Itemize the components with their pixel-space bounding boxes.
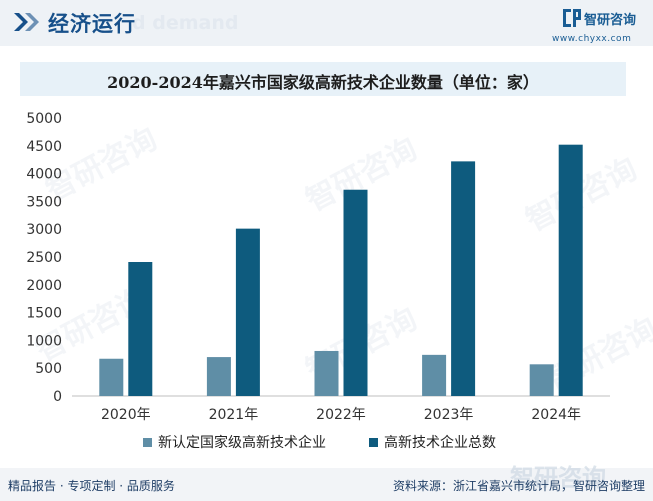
header-bar: d demand 经济运行 智研咨询 www.chyxx.com <box>0 0 653 46</box>
double-chevron-icon <box>14 13 39 31</box>
x-tick-label: 2020年 <box>101 407 151 423</box>
chart-title: 2020-2024年嘉兴市国家级高新技术企业数量（单位：家） <box>107 73 539 92</box>
bar-total <box>558 144 583 396</box>
bar-total <box>128 262 153 396</box>
bar-chart: 0 500 1000 1500 2000 2500 3000 3500 4000 4500 5000… <box>26 111 610 423</box>
y-tick-label: 5000 <box>26 111 62 127</box>
legend-label: 高新技术企业总数 <box>384 435 496 451</box>
y-tick-label: 3500 <box>26 194 62 210</box>
legend-swatch <box>369 437 378 447</box>
x-tick-label: 2021年 <box>209 407 259 423</box>
footer-slogan: 精品报告 · 专项定制 · 品质服务 <box>8 479 175 493</box>
chart-title-box: 2020-2024年嘉兴市国家级高新技术企业数量（单位：家） <box>20 62 626 96</box>
y-tick-label: 4000 <box>26 167 62 183</box>
logo-url: www.chyxx.com <box>552 34 632 44</box>
footer-source: 资料来源：浙江省嘉兴市统计局，智研咨询整理 <box>392 479 645 493</box>
bar-total <box>235 228 260 396</box>
bar-new-certified <box>314 350 339 396</box>
bar-new-certified <box>529 364 554 396</box>
y-tick-label: 1000 <box>26 333 62 349</box>
legend-item-new: 新认定国家级高新技术企业 <box>143 432 326 452</box>
legend: 新认定国家级高新技术企业 高新技术企业总数 <box>0 432 653 452</box>
y-tick-label: 3000 <box>26 222 62 238</box>
bar-total <box>343 189 368 396</box>
bar-new-certified <box>99 358 124 396</box>
y-tick-label: 500 <box>35 361 62 377</box>
legend-item-total: 高新技术企业总数 <box>369 432 496 452</box>
logo-name: 智研咨询 <box>584 13 637 28</box>
header-ghost-text: d demand <box>132 12 239 34</box>
section-title: 经济运行 <box>48 12 136 36</box>
x-tick-label: 2024年 <box>531 407 581 423</box>
brand-mark-icon <box>563 9 581 27</box>
y-tick-label: 2500 <box>26 250 62 266</box>
x-tick-label: 2023年 <box>424 407 474 423</box>
y-tick-label: 0 <box>53 389 62 405</box>
bar-total <box>451 161 476 396</box>
y-tick-label: 1500 <box>26 306 62 322</box>
legend-swatch <box>143 437 152 447</box>
y-tick-label: 2000 <box>26 278 62 294</box>
footer: 智研咨询 精品报告 · 专项定制 · 品质服务 资料来源：浙江省嘉兴市统计局，智… <box>0 464 653 501</box>
x-tick-label: 2022年 <box>316 407 366 423</box>
bar-new-certified <box>422 354 447 396</box>
y-tick-label: 4500 <box>26 139 62 155</box>
footer-watermark: 智研咨询 <box>510 464 606 492</box>
legend-label: 新认定国家级高新技术企业 <box>158 435 326 451</box>
bar-new-certified <box>206 357 231 396</box>
